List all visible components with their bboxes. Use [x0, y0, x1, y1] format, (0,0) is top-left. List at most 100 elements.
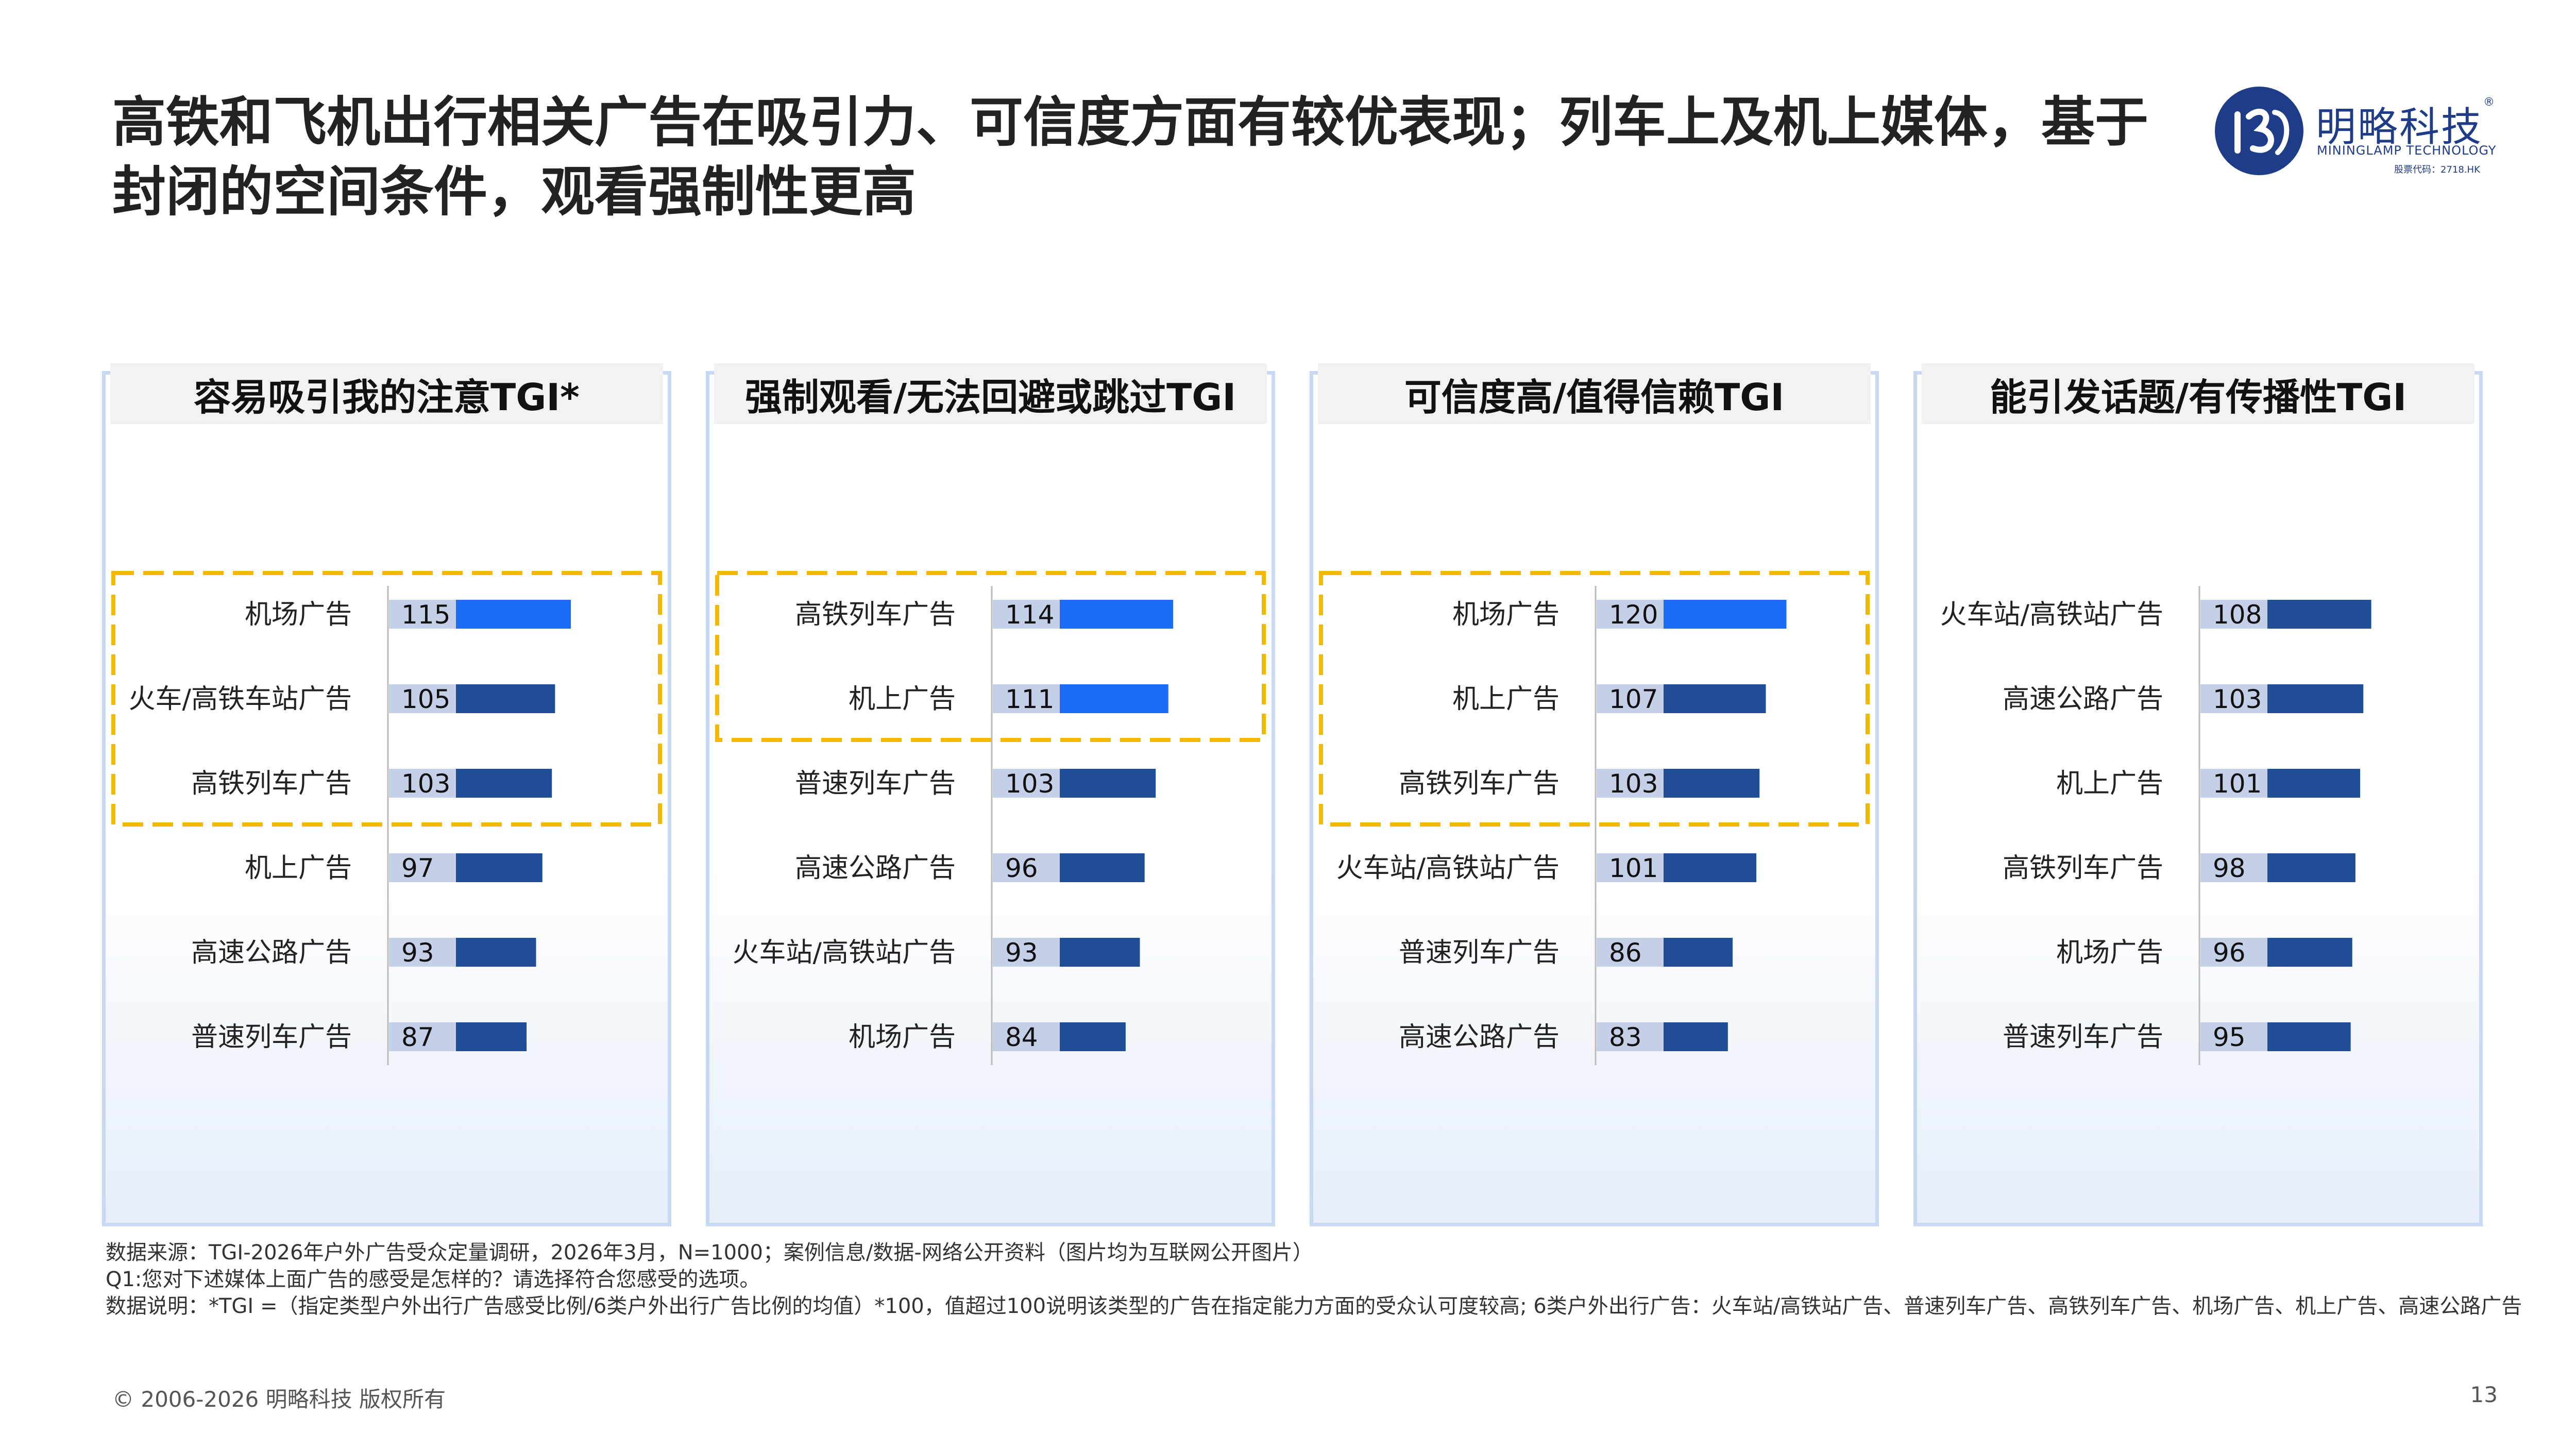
value-label: 103 — [1005, 769, 1054, 799]
category-label: 机场广告 — [2056, 937, 2163, 968]
value-label: 98 — [2213, 853, 2246, 883]
chart-credibility: 机场广告 120 机上广告 107 高铁列车广告 103 火车站/高铁站广告 101 普速列车广… — [1319, 571, 1870, 1065]
category-label: 高速公路广告 — [191, 937, 352, 968]
value-box — [993, 684, 1060, 713]
value-box — [1597, 1022, 1664, 1051]
value-box — [389, 938, 456, 967]
company-logo: 明略科技 ® MININGLAMP TECHNOLOGY 股票代码：2718.H… — [2213, 82, 2501, 186]
logo-name-cn: 明略科技 — [2316, 104, 2483, 150]
value-label: 101 — [2213, 769, 2262, 799]
value-box — [2200, 769, 2267, 798]
chart-panel-forced-viewing: 强制观看/无法回避或跳过TGI 高铁列车广告 114 机上广告 111 普速列车广告 10… — [706, 363, 1275, 1226]
category-label: 机上广告 — [849, 684, 956, 715]
value-box — [1597, 853, 1664, 882]
value-label: 105 — [401, 684, 450, 714]
footnotes: 数据来源：TGI-2026年户外广告受众定量调研，2026年3月，N=1000；… — [106, 1239, 2553, 1320]
category-label: 高铁列车广告 — [1399, 768, 1560, 799]
highlight-dashed-box — [715, 571, 1266, 742]
value-label: 108 — [2213, 600, 2262, 630]
page-number: 13 — [2470, 1382, 2498, 1407]
chart-title: 可信度高/值得信赖TGI — [1318, 363, 1871, 424]
category-label: 机上广告 — [1452, 684, 1560, 715]
value-label: 95 — [2213, 1022, 2246, 1052]
value-label: 111 — [1005, 684, 1054, 714]
value-label: 96 — [2213, 938, 2246, 968]
highlight-dashed-box — [111, 571, 662, 827]
value-box — [2200, 938, 2267, 967]
copyright: © 2006-2026 明略科技 版权所有 — [112, 1387, 446, 1412]
footnote-definition: 数据说明：*TGI =（指定类型户外出行广告感受比例/6类户外出行广告比例的均值… — [106, 1294, 2522, 1318]
category-label: 高铁列车广告 — [2003, 853, 2163, 884]
value-label: 103 — [2213, 684, 2262, 714]
value-box — [993, 600, 1060, 629]
category-label: 高速公路广告 — [795, 853, 956, 884]
value-box — [1597, 600, 1664, 629]
value-box — [1597, 684, 1664, 713]
value-label: 87 — [401, 1022, 434, 1052]
value-label: 114 — [1005, 600, 1054, 630]
value-box — [2200, 853, 2267, 882]
chart-attention: 机场广告 115 火车/高铁车站广告 105 高铁列车广告 103 机上广告 97 高速公路广告… — [111, 571, 662, 1065]
value-box — [389, 600, 456, 629]
footnote-source: 数据来源：TGI-2026年户外广告受众定量调研，2026年3月，N=1000；… — [106, 1241, 1313, 1265]
value-box — [389, 853, 456, 882]
value-label: 93 — [401, 938, 434, 968]
value-box — [2200, 684, 2267, 713]
value-label: 101 — [1609, 853, 1658, 883]
category-label: 火车站/高铁站广告 — [1336, 853, 1560, 884]
value-label: 83 — [1609, 1022, 1642, 1052]
value-label: 120 — [1609, 600, 1658, 630]
value-label: 107 — [1609, 684, 1658, 714]
value-label: 84 — [1005, 1022, 1038, 1052]
chart-forced-viewing: 高铁列车广告 114 机上广告 111 普速列车广告 103 高速公路广告 96 火车站/高铁站… — [715, 571, 1266, 1065]
logo-registered-mark: ® — [2483, 96, 2495, 109]
category-label: 高速公路广告 — [1399, 1022, 1560, 1053]
chart-panel-spread: 能引发话题/有传播性TGI 火车站/高铁站广告 108 高速公路广告 103 机上广告 1… — [1913, 363, 2483, 1226]
chart-title: 容易吸引我的注意TGI* — [110, 363, 663, 424]
chart-panel-attention: 容易吸引我的注意TGI* 机场广告 115 火车/高铁车站广告 105 高铁列车广告 10… — [102, 363, 671, 1226]
value-box — [993, 853, 1060, 882]
value-label: 97 — [401, 853, 434, 883]
value-box — [993, 1022, 1060, 1051]
value-label: 93 — [1005, 938, 1038, 968]
footnote-question: Q1:您对下述媒体上面广告的感受是怎样的？请选择符合您感受的选项。 — [106, 1268, 760, 1291]
category-label: 高铁列车广告 — [191, 768, 352, 799]
value-label: 86 — [1609, 938, 1642, 968]
category-label: 机上广告 — [245, 853, 352, 884]
category-label: 普速列车广告 — [1399, 937, 1560, 968]
value-label: 103 — [401, 769, 450, 799]
value-box — [1597, 769, 1664, 798]
chart-panel-credibility: 可信度高/值得信赖TGI 机场广告 120 机上广告 107 高铁列车广告 103 火车站/… — [1310, 363, 1879, 1226]
value-box — [389, 769, 456, 798]
chart-title: 强制观看/无法回避或跳过TGI — [714, 363, 1267, 424]
value-box — [2200, 600, 2267, 629]
value-box — [993, 769, 1060, 798]
chart-spread: 火车站/高铁站广告 108 高速公路广告 103 机上广告 101 高铁列车广告 98 机场广告… — [1940, 586, 2371, 1065]
category-label: 机上广告 — [2056, 768, 2163, 799]
logo-stock-code: 股票代码：2718.HK — [2394, 164, 2480, 175]
category-label: 火车/高铁车站广告 — [128, 684, 352, 715]
value-label: 115 — [401, 600, 450, 630]
category-label: 火车站/高铁站广告 — [732, 937, 956, 968]
value-box — [1597, 938, 1664, 967]
value-box — [389, 684, 456, 713]
category-label: 机场广告 — [245, 599, 352, 630]
category-label: 机场广告 — [849, 1022, 956, 1053]
logo-name-en: MININGLAMP TECHNOLOGY — [2317, 143, 2497, 158]
category-label: 普速列车广告 — [795, 768, 956, 799]
highlight-dashed-box — [1319, 571, 1870, 827]
category-label: 普速列车广告 — [191, 1022, 352, 1053]
value-box — [389, 1022, 456, 1051]
value-box — [2200, 1022, 2267, 1051]
category-label: 机场广告 — [1452, 599, 1560, 630]
category-label: 高铁列车广告 — [795, 599, 956, 630]
page-title: 高铁和飞机出行相关广告在吸引力、可信度方面有较优表现；列车上及机上媒体，基于封闭… — [112, 91, 2149, 223]
chart-title: 能引发话题/有传播性TGI — [1922, 363, 2475, 424]
value-box — [993, 938, 1060, 967]
category-label: 普速列车广告 — [2003, 1022, 2163, 1053]
category-label: 火车站/高铁站广告 — [1940, 599, 2163, 630]
category-label: 高速公路广告 — [2003, 684, 2163, 715]
value-label: 96 — [1005, 853, 1038, 883]
logo-mark-icon — [2215, 87, 2303, 175]
value-label: 103 — [1609, 769, 1658, 799]
